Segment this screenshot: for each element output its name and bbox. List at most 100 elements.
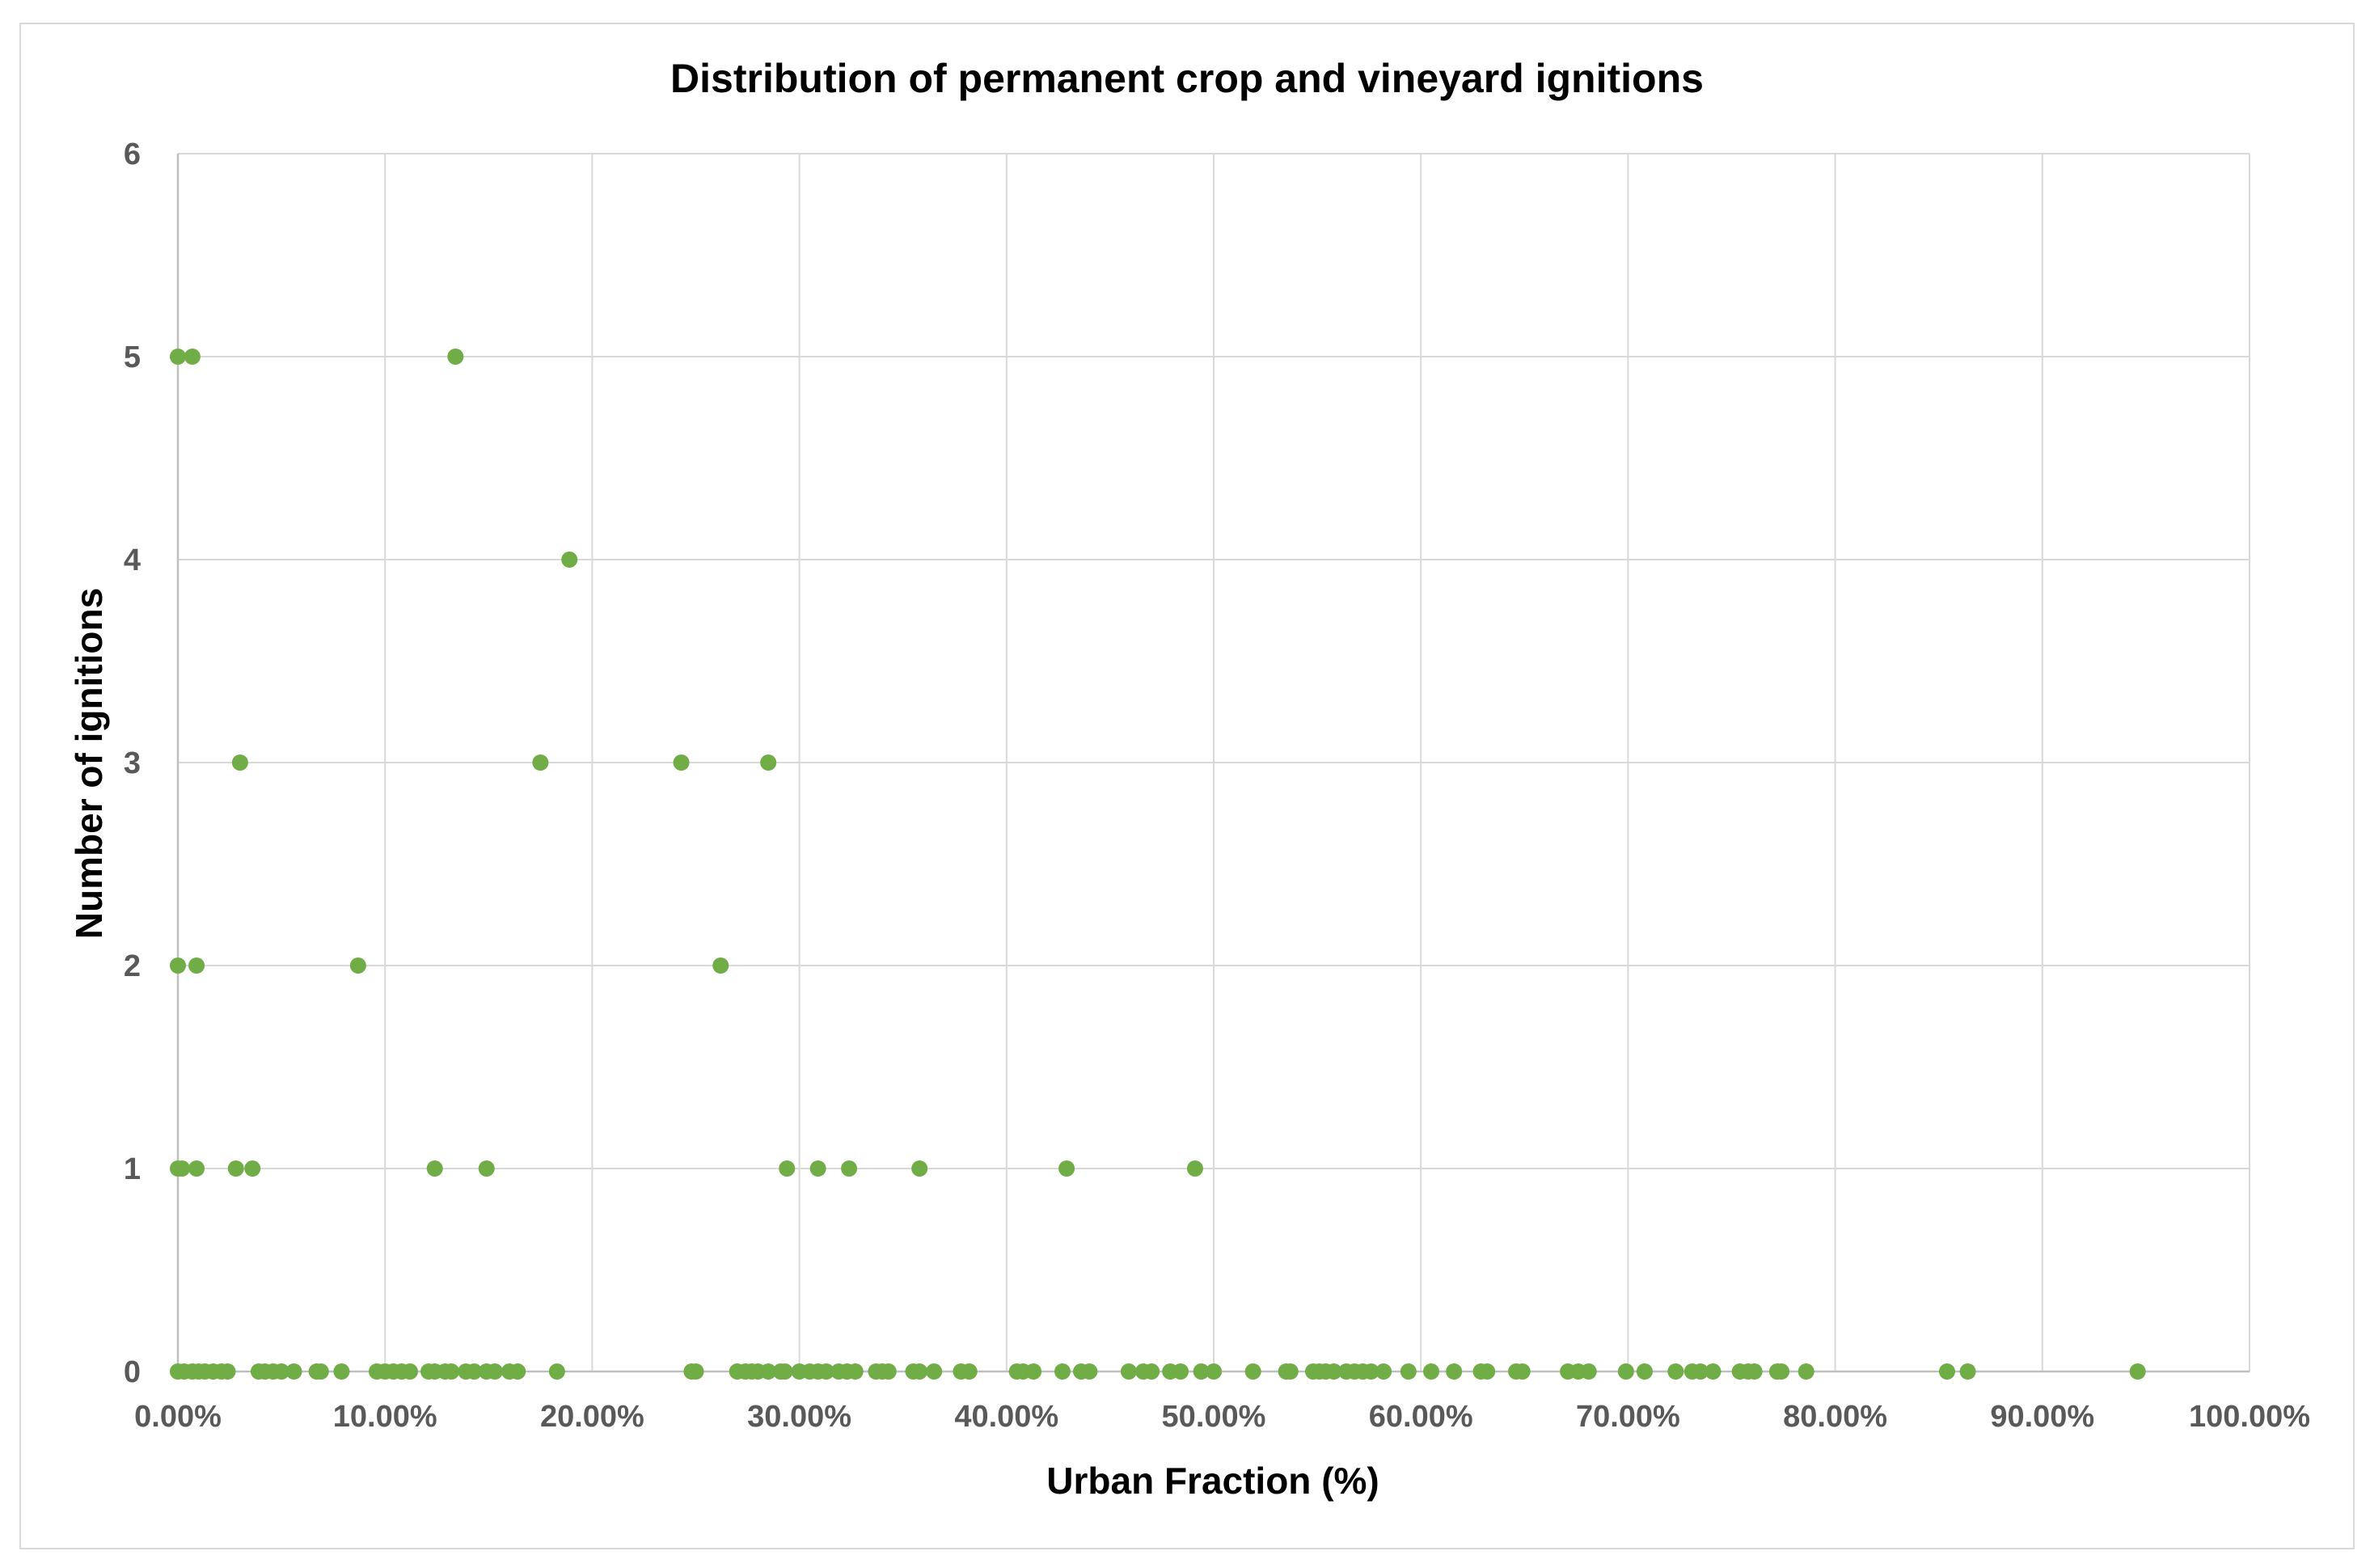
- x-tick-label: 10.00%: [333, 1400, 437, 1434]
- y-tick-label: 3: [124, 746, 141, 780]
- data-point: [1172, 1363, 1189, 1380]
- x-axis-ticks: 0.00% 10.00% 20.00% 30.00% 40.00% 50.00% 60.00…: [134, 1400, 2310, 1434]
- data-point: [561, 552, 578, 568]
- data-point: [1746, 1363, 1763, 1380]
- x-tick-label: 20.00%: [540, 1400, 644, 1434]
- data-point: [426, 1160, 443, 1177]
- data-point: [1193, 1363, 1210, 1380]
- data-point: [170, 957, 186, 974]
- data-point: [712, 957, 729, 974]
- data-point: [1479, 1363, 1496, 1380]
- y-tick-label: 0: [124, 1355, 141, 1389]
- data-point: [532, 754, 549, 771]
- data-point: [809, 1160, 826, 1177]
- data-point: [1692, 1363, 1709, 1380]
- data-point: [847, 1363, 864, 1380]
- data-point: [244, 1160, 261, 1177]
- x-tick-label: 60.00%: [1369, 1400, 1473, 1434]
- data-point: [447, 349, 464, 365]
- data-point: [1143, 1363, 1160, 1380]
- data-point: [1959, 1363, 1976, 1380]
- data-point: [779, 1160, 796, 1177]
- data-point: [1423, 1363, 1440, 1380]
- data-point: [509, 1363, 526, 1380]
- data-point: [1798, 1363, 1814, 1380]
- x-tick-label: 70.00%: [1576, 1400, 1680, 1434]
- y-tick-label: 6: [124, 137, 141, 171]
- gridlines: [178, 153, 2250, 1371]
- data-point: [443, 1363, 460, 1380]
- data-point: [1120, 1363, 1137, 1380]
- x-tick-label: 100.00%: [2189, 1400, 2310, 1434]
- data-point: [776, 1363, 793, 1380]
- x-axis-label: Urban Fraction (%): [1046, 1460, 1379, 1502]
- data-point: [1206, 1363, 1222, 1380]
- x-tick-label: 80.00%: [1783, 1400, 1887, 1434]
- data-point: [760, 1363, 777, 1380]
- data-point: [2129, 1363, 2146, 1380]
- x-tick-label: 50.00%: [1162, 1400, 1266, 1434]
- data-point: [184, 349, 201, 365]
- data-point: [1400, 1363, 1417, 1380]
- x-tick-label: 40.00%: [954, 1400, 1058, 1434]
- data-point: [1636, 1363, 1653, 1380]
- data-point: [231, 754, 248, 771]
- data-point: [312, 1363, 329, 1380]
- data-point: [1617, 1363, 1634, 1380]
- data-point: [1772, 1363, 1789, 1380]
- data-point: [349, 957, 366, 974]
- data-point: [174, 1160, 191, 1177]
- chart-title: Distribution of permanent crop and viney…: [670, 56, 1704, 101]
- x-tick-label: 0.00%: [134, 1400, 222, 1434]
- y-tick-label: 2: [124, 949, 141, 983]
- data-point: [1446, 1363, 1463, 1380]
- y-axis-ticks: 0 1 2 3 4 5 6: [124, 137, 141, 1389]
- data-point: [961, 1363, 978, 1380]
- data-point: [548, 1363, 565, 1380]
- data-point: [188, 1160, 205, 1177]
- data-point: [273, 1363, 290, 1380]
- data-point: [1054, 1363, 1071, 1380]
- data-point: [285, 1363, 302, 1380]
- data-point: [1244, 1363, 1261, 1380]
- chart-frame: [19, 23, 2355, 1549]
- data-point: [1325, 1363, 1342, 1380]
- data-point: [170, 349, 186, 365]
- data-point: [1375, 1363, 1392, 1380]
- data-point: [1025, 1363, 1042, 1380]
- data-point: [911, 1160, 928, 1177]
- data-point: [227, 1160, 244, 1177]
- data-point: [478, 1160, 495, 1177]
- y-axis-label: Number of ignitions: [68, 588, 110, 939]
- data-point: [1938, 1363, 1955, 1380]
- data-point: [1058, 1160, 1075, 1177]
- data-point: [817, 1363, 834, 1380]
- x-tick-label: 90.00%: [1990, 1400, 2094, 1434]
- data-point: [1580, 1363, 1597, 1380]
- data-point: [687, 1363, 704, 1380]
- data-point: [1705, 1363, 1722, 1380]
- data-point: [219, 1363, 236, 1380]
- data-point: [188, 957, 205, 974]
- y-tick-label: 5: [124, 340, 141, 374]
- data-point: [466, 1363, 483, 1380]
- data-point: [401, 1363, 418, 1380]
- data-point: [926, 1363, 943, 1380]
- data-point: [673, 754, 690, 771]
- x-tick-label: 30.00%: [747, 1400, 851, 1434]
- data-point: [760, 754, 777, 771]
- data-point: [841, 1160, 858, 1177]
- y-tick-label: 4: [124, 543, 141, 577]
- data-point: [1362, 1363, 1379, 1380]
- y-tick-label: 1: [124, 1152, 141, 1186]
- data-point: [880, 1363, 897, 1380]
- data-point: [333, 1363, 350, 1380]
- data-point: [911, 1363, 928, 1380]
- data-point: [486, 1363, 503, 1380]
- data-point: [1282, 1363, 1299, 1380]
- data-point: [1667, 1363, 1684, 1380]
- data-point: [1081, 1363, 1098, 1380]
- data-point: [1186, 1160, 1203, 1177]
- data-point: [1514, 1363, 1531, 1380]
